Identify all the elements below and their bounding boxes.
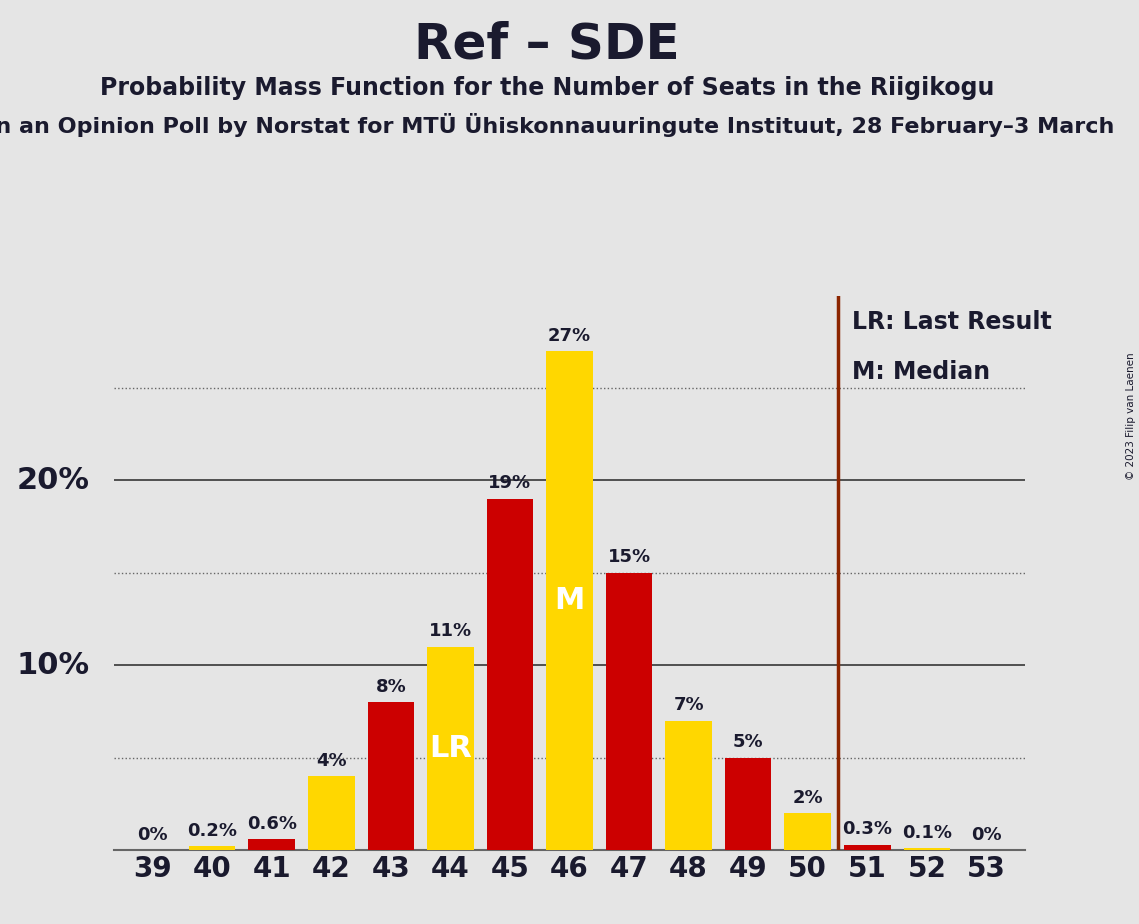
Bar <box>427 647 474 850</box>
Bar <box>606 573 653 850</box>
Text: 20%: 20% <box>17 466 90 495</box>
Text: 0.6%: 0.6% <box>247 815 297 833</box>
Bar <box>665 721 712 850</box>
Bar <box>785 813 831 850</box>
Text: LR: LR <box>429 734 472 763</box>
Text: 0.1%: 0.1% <box>902 824 952 842</box>
Bar <box>724 758 771 850</box>
Text: 10%: 10% <box>17 650 90 680</box>
Text: 4%: 4% <box>316 752 346 770</box>
Text: 27%: 27% <box>548 327 591 345</box>
Text: 11%: 11% <box>428 623 472 640</box>
Text: Ref – SDE: Ref – SDE <box>413 20 680 68</box>
Bar <box>844 845 891 850</box>
Text: 15%: 15% <box>607 549 650 566</box>
Text: 5%: 5% <box>732 734 763 751</box>
Text: 7%: 7% <box>673 697 704 714</box>
Bar <box>486 499 533 850</box>
Text: 0.2%: 0.2% <box>187 822 237 840</box>
Text: 8%: 8% <box>376 678 407 696</box>
Bar <box>189 846 236 850</box>
Bar <box>547 351 592 850</box>
Text: M: Median: M: Median <box>852 360 991 384</box>
Text: 0%: 0% <box>972 826 1001 844</box>
Text: LR: Last Result: LR: Last Result <box>852 310 1052 334</box>
Text: 0.3%: 0.3% <box>842 821 892 838</box>
Text: 2%: 2% <box>793 789 823 807</box>
Text: © 2023 Filip van Laenen: © 2023 Filip van Laenen <box>1126 352 1136 480</box>
Bar <box>903 848 950 850</box>
Text: 0%: 0% <box>138 826 167 844</box>
Bar <box>308 776 354 850</box>
Bar <box>368 702 415 850</box>
Text: Probability Mass Function for the Number of Seats in the Riigikogu: Probability Mass Function for the Number… <box>99 76 994 100</box>
Text: M: M <box>555 586 584 615</box>
Text: 19%: 19% <box>489 475 532 492</box>
Bar <box>248 839 295 850</box>
Text: on an Opinion Poll by Norstat for MTÜ Ühiskonnauuringute Instituut, 28 February–: on an Opinion Poll by Norstat for MTÜ Üh… <box>0 113 1114 137</box>
